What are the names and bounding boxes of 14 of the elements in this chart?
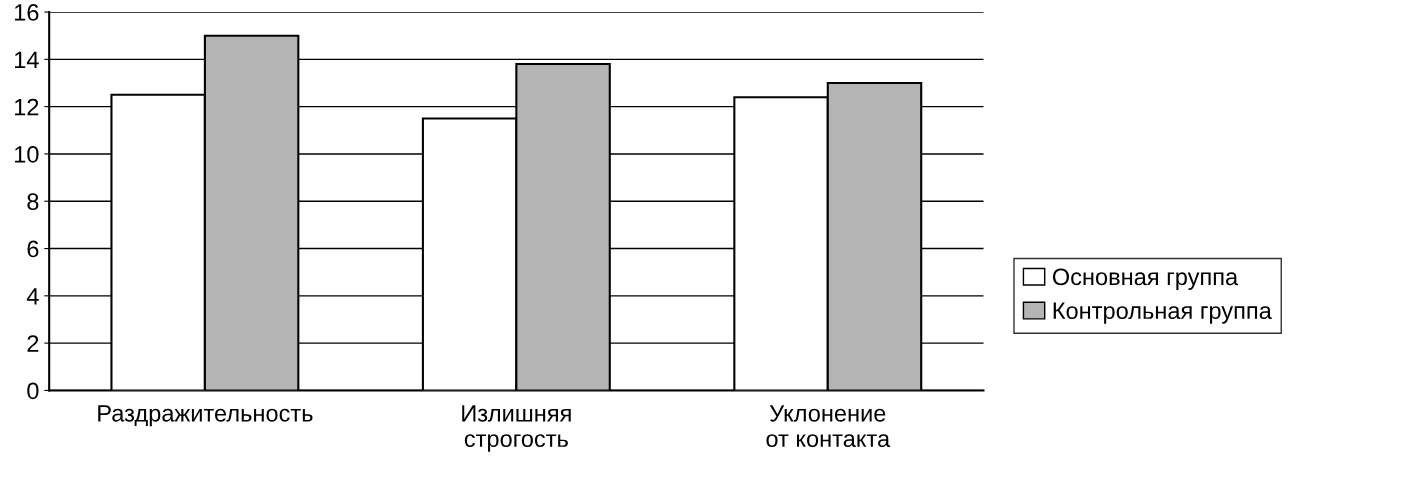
y-tick-label: 6 [27, 240, 39, 258]
y-tick-label: 14 [14, 51, 39, 68]
y-tick-label: 16 [14, 4, 39, 21]
y-tick-label: 4 [26, 288, 39, 305]
y-tick-label: 12 [14, 98, 39, 116]
legend-label: Контрольная группа [1053, 302, 1272, 324]
y-tick-label: 8 [27, 193, 39, 211]
y-tick-label: 0 [27, 382, 39, 400]
y-tick-label: 2 [27, 335, 39, 352]
x-tick-label: Раздражительность [98, 405, 313, 427]
x-tick-label: Излишняя строгость [462, 405, 571, 452]
legend-label: Основная группа [1052, 268, 1239, 290]
y-tick-label: 10 [14, 146, 39, 163]
x-tick-label: Уклонение от контакта [766, 405, 891, 448]
